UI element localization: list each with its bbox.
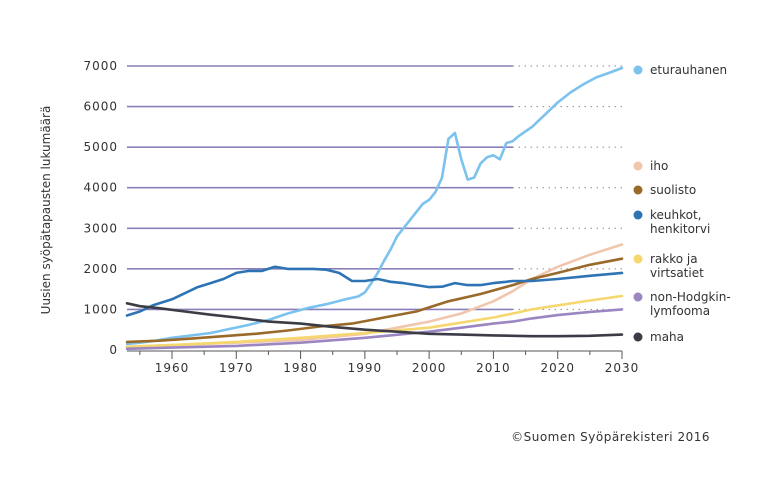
series-lines (125, 66, 624, 351)
legend-marker (633, 185, 643, 195)
series-line-eturauhanen (125, 66, 624, 346)
legend-marker (633, 254, 643, 264)
y-tick-label: 0 (109, 343, 118, 357)
y-tick-label: 2000 (83, 262, 118, 276)
legend-marker (633, 65, 643, 75)
y-tick-label: 5000 (83, 140, 118, 154)
y-tick-label: 6000 (83, 100, 118, 114)
legend-label: suolisto (650, 183, 696, 197)
legend-label: non-Hodgkin-lymfooma (650, 290, 731, 318)
y-axis-ticks: 0 1000 2000 3000 4000 5000 6000 7000 (83, 59, 118, 357)
series-line-rakko-ja-virtsatiet (125, 294, 624, 349)
legend-marker (633, 292, 643, 302)
legend-label: iho (650, 159, 668, 173)
legend-marker (633, 332, 643, 342)
legend-label: keuhkot, henkitorvi (650, 208, 710, 236)
series-line-keuhkot-henkitorvi (125, 265, 624, 317)
x-axis: 1960 1970 1980 1990 2000 2010 2020 2030 (127, 350, 640, 375)
x-tick-label: 1970 (219, 361, 254, 375)
legend-label: rakko ja virtsatiet (650, 252, 704, 280)
series-line-suolisto (125, 257, 624, 344)
x-tick-label: 1990 (348, 361, 383, 375)
y-tick-label: 4000 (83, 181, 118, 195)
legend-marker (633, 210, 643, 220)
credit-text: ©Suomen Syöpärekisteri 2016 (511, 430, 710, 444)
x-tick-label: 2000 (412, 361, 447, 375)
x-tick-label: 1960 (155, 361, 190, 375)
series-line-maha (125, 302, 624, 338)
series-line-non-hodgkin-lymfooma (125, 308, 624, 351)
x-tick-label: 2010 (476, 361, 511, 375)
y-tick-label: 3000 (83, 221, 118, 235)
y-tick-label: 7000 (83, 59, 118, 73)
legend: eturauhanen iho suolisto keuhkot, henkitorvi… (633, 63, 731, 344)
y-axis-label: Uusien syöpätapausten lukumäärä (39, 106, 53, 315)
legend-marker (633, 161, 643, 171)
legend-label: maha (650, 330, 684, 344)
legend-label: eturauhanen (650, 63, 727, 77)
y-tick-label: 1000 (83, 302, 118, 316)
x-tick-label: 1980 (283, 361, 318, 375)
x-tick-label: 2020 (540, 361, 575, 375)
x-tick-label: 2030 (605, 361, 640, 375)
